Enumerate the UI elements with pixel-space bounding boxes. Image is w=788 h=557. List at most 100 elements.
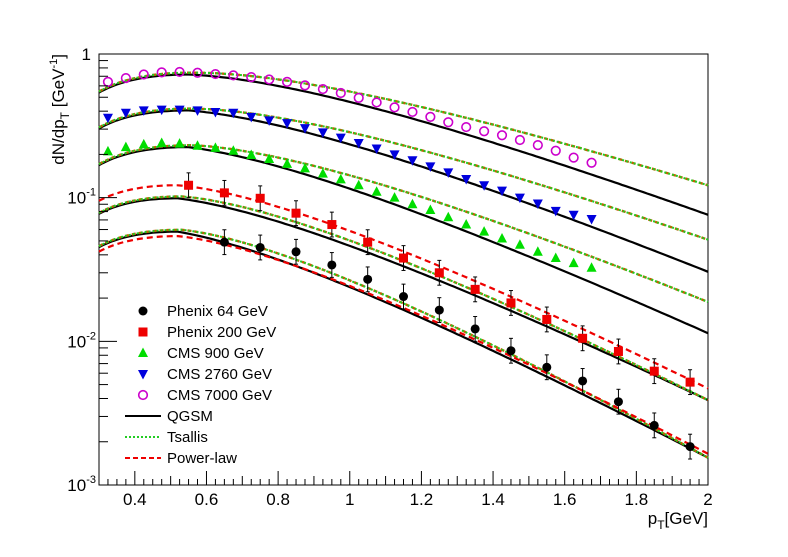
data-point (425, 111, 436, 122)
legend-label: Tsallis (167, 429, 208, 446)
data-point (353, 179, 364, 190)
data-point (389, 150, 400, 160)
data-point (246, 112, 257, 123)
legend-label: CMS 2760 GeV (167, 366, 272, 383)
data-markers (102, 66, 695, 460)
x-tick-label: 0.4 (123, 490, 147, 509)
data-point (443, 168, 454, 178)
data-point (156, 105, 167, 116)
data-point (407, 156, 418, 166)
data-point (282, 119, 293, 129)
data-point (174, 105, 185, 116)
powerlaw-curve-200 (98, 184, 709, 390)
data-point (138, 106, 149, 116)
data-point (685, 442, 695, 452)
x-axis-title: pT[GeV] (648, 509, 708, 532)
data-point (578, 333, 588, 343)
qgsm-curve (98, 230, 709, 459)
data-point (514, 239, 525, 249)
x-tick-label: 1.2 (410, 490, 434, 509)
data-point (532, 246, 543, 256)
qgsm-curve (98, 109, 709, 273)
data-point (156, 67, 167, 78)
data-point (102, 76, 114, 87)
data-point (120, 108, 131, 119)
data-point (353, 139, 364, 149)
data-point (219, 188, 229, 198)
data-point (228, 70, 239, 81)
data-point (425, 162, 436, 172)
data-point (335, 87, 346, 99)
data-point (210, 142, 221, 152)
y-tick-label: 1 (82, 45, 91, 64)
legend-marker (138, 347, 148, 357)
y-axis-title: dN/dpT [GeV-1] (48, 54, 72, 165)
data-point (291, 208, 301, 218)
data-point (264, 153, 275, 163)
data-point (120, 72, 131, 84)
data-point (542, 362, 552, 372)
data-point (407, 106, 418, 118)
data-point (497, 186, 508, 197)
legend-label: CMS 7000 GeV (167, 387, 272, 404)
tsallis-curve (98, 107, 709, 241)
data-point (506, 346, 516, 356)
data-point (532, 140, 543, 151)
x-tick-label: 2 (703, 490, 712, 509)
data-point (282, 158, 293, 168)
data-point (550, 252, 561, 263)
data-point (327, 220, 337, 230)
data-point (246, 72, 257, 83)
powerlaw-curve (98, 107, 709, 241)
data-point (443, 211, 454, 222)
data-point (649, 420, 659, 430)
powerlaw-curve (98, 71, 709, 187)
legend-label: QGSM (167, 408, 213, 425)
data-point (586, 215, 597, 225)
data-point (578, 376, 588, 386)
legend-label: CMS 900 GeV (167, 345, 264, 362)
data-point (327, 260, 337, 270)
x-tick-label: 1.6 (553, 490, 577, 509)
data-point (192, 140, 203, 150)
data-point (542, 314, 552, 324)
data-point (210, 68, 221, 80)
data-point (138, 138, 149, 149)
y-tick-label: 10-3 (67, 474, 96, 495)
data-point (192, 67, 203, 78)
data-point (299, 124, 310, 134)
data-point (264, 74, 275, 85)
data-point (246, 149, 257, 160)
axes: 0.4 0.6 0.8 1 1.2 1.4 1.6 1.8 2 10-3 10-2 10-1 1 (67, 45, 712, 509)
data-point (184, 180, 194, 190)
data-point (399, 253, 408, 263)
data-point (138, 69, 149, 80)
data-point (399, 292, 408, 302)
data-point (586, 157, 597, 168)
powerlaw-curve (98, 144, 709, 304)
data-point (228, 145, 239, 155)
data-point (264, 116, 275, 126)
data-point (255, 193, 265, 203)
data-point (102, 145, 113, 156)
data-point (335, 133, 346, 144)
legend-marker (137, 389, 149, 401)
data-point (120, 141, 131, 152)
data-point (550, 145, 561, 156)
data-point (568, 152, 579, 163)
data-point (568, 210, 579, 221)
data-point (434, 268, 444, 278)
data-point (568, 257, 579, 268)
data-point (228, 108, 239, 119)
data-point (210, 107, 221, 118)
data-point (291, 247, 301, 257)
tsallis-curve (98, 71, 709, 187)
data-point (174, 66, 185, 78)
data-point (479, 126, 490, 137)
data-point (613, 397, 623, 407)
data-point (407, 198, 418, 209)
data-point (514, 193, 525, 204)
data-point (425, 204, 436, 215)
x-tick-label: 0.6 (195, 490, 219, 509)
data-point (685, 377, 695, 387)
